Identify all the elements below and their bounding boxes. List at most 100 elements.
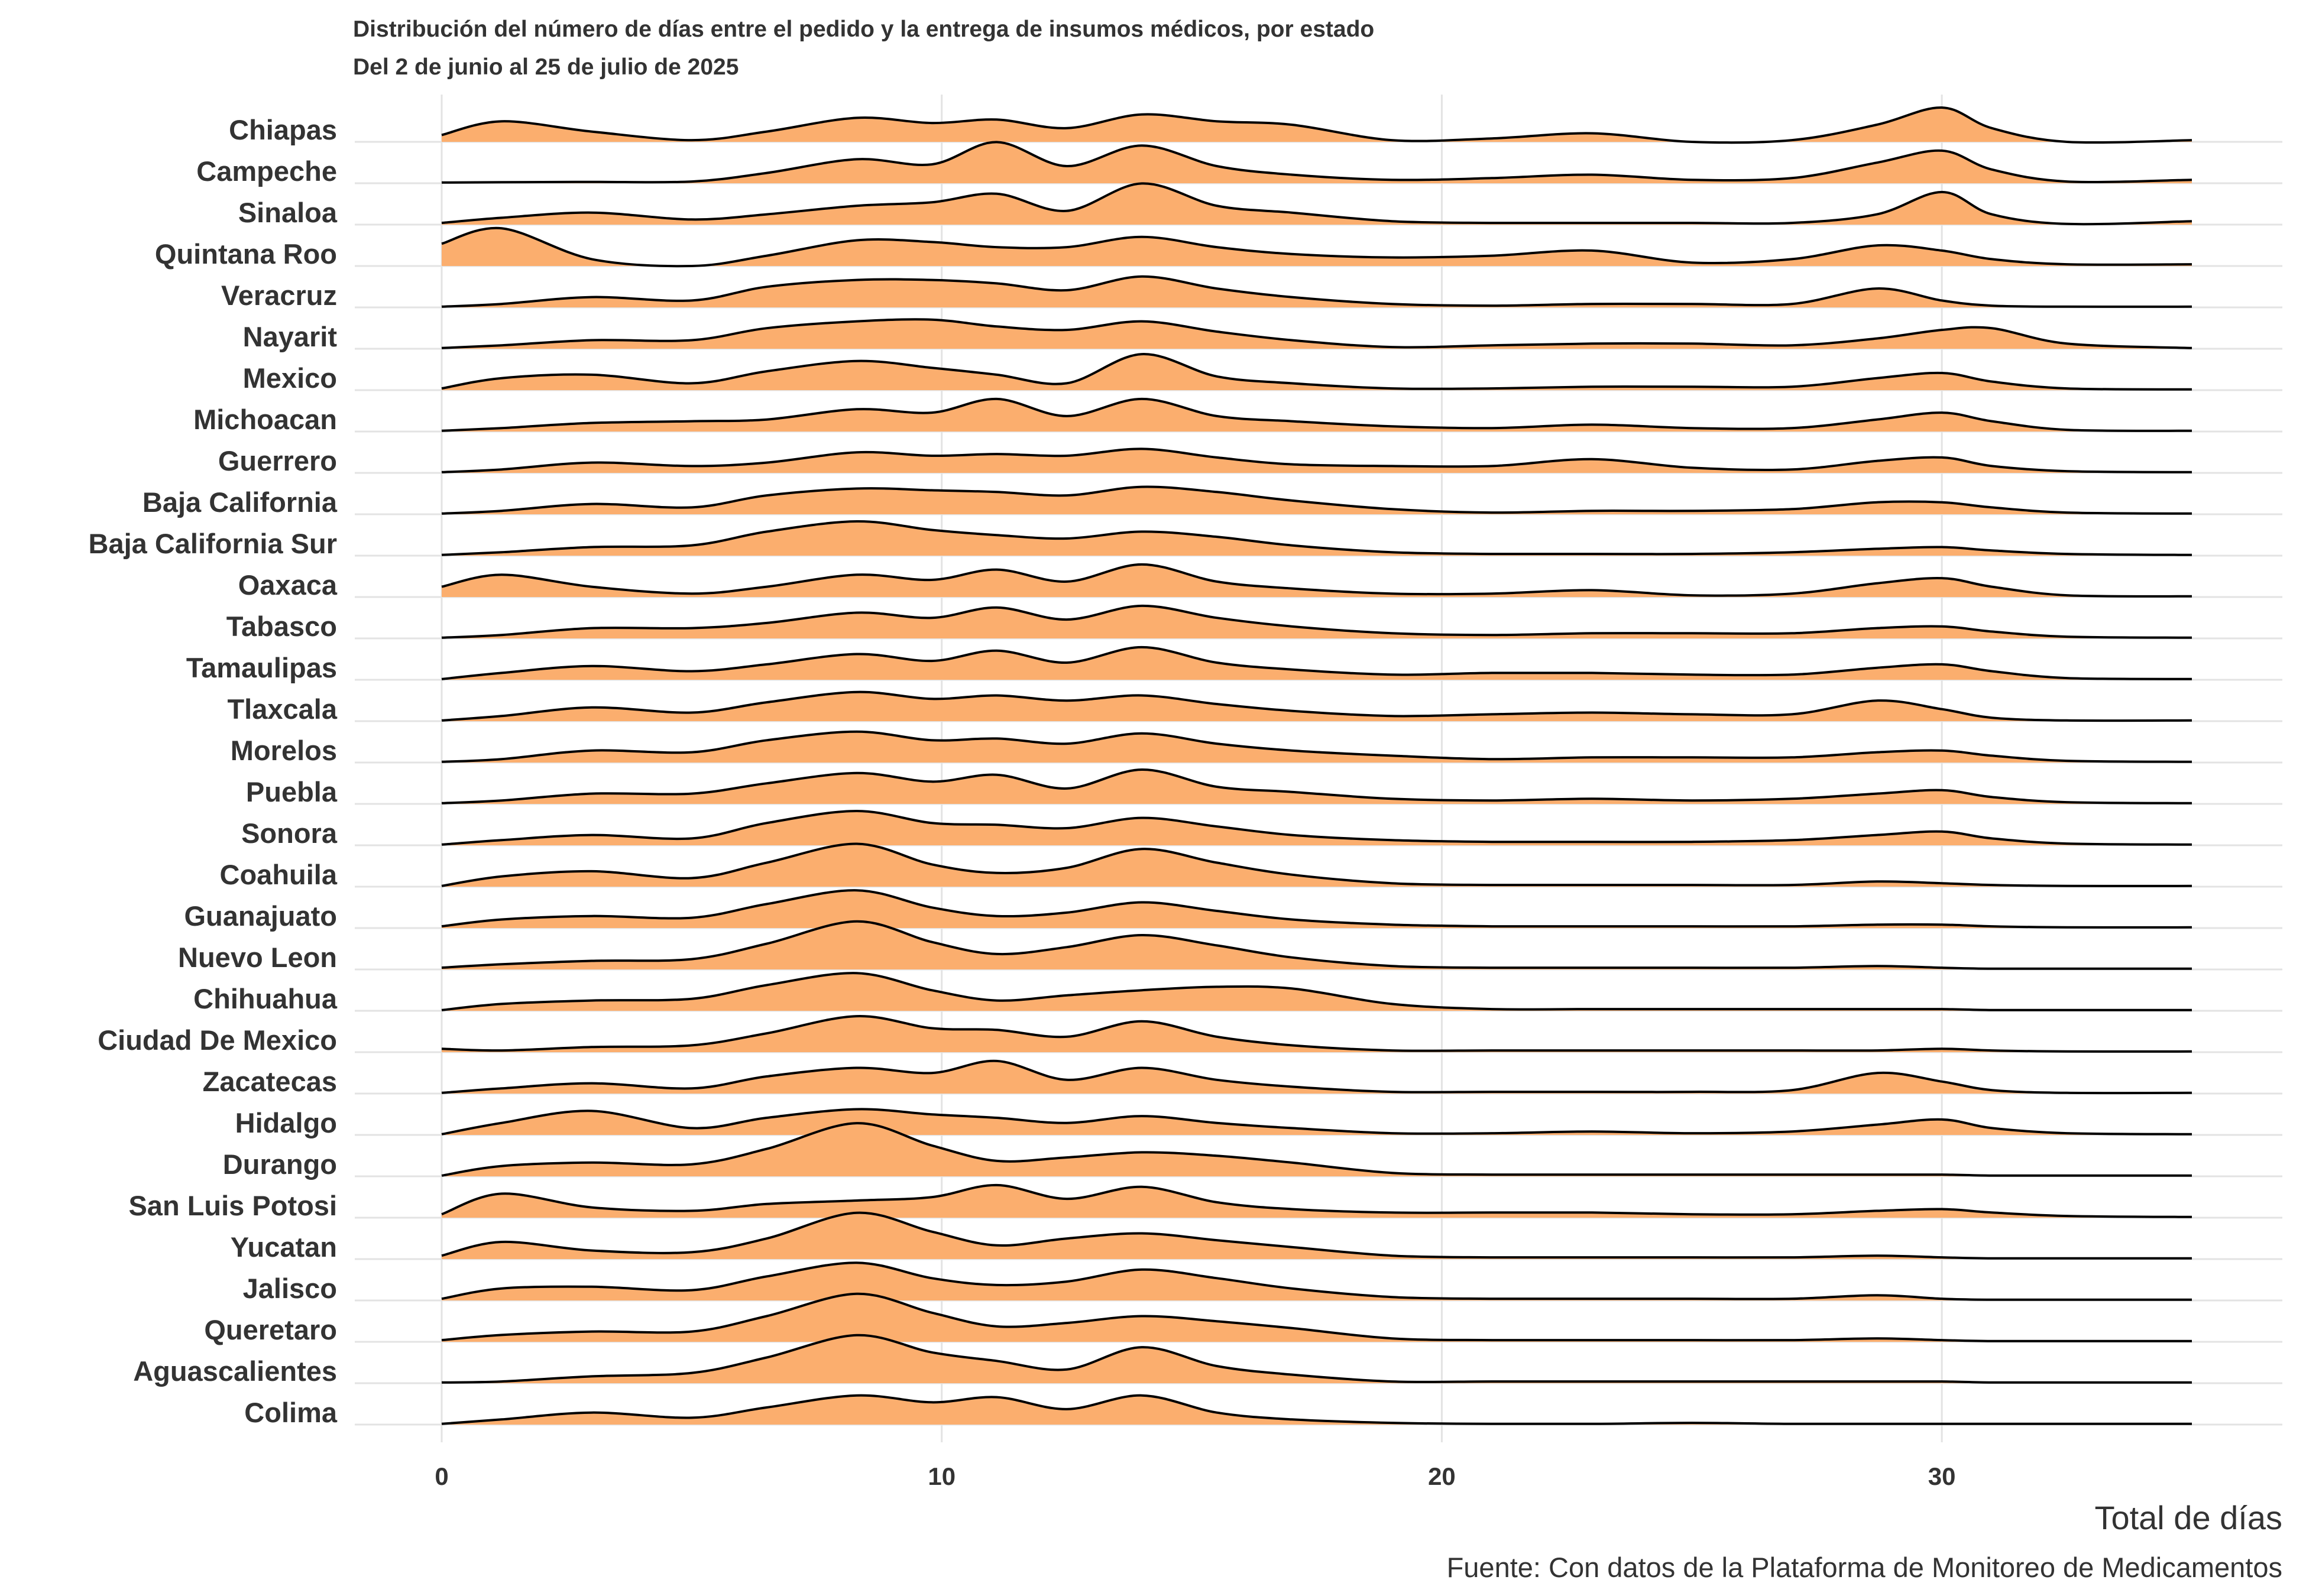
ridge-area bbox=[442, 1395, 2192, 1425]
ridge-area bbox=[442, 1263, 2192, 1300]
y-tick-label: Chiapas bbox=[229, 114, 337, 145]
y-tick-label: Sonora bbox=[241, 818, 338, 849]
y-tick-label: Guerrero bbox=[218, 445, 337, 476]
y-tick-label: Campeche bbox=[196, 155, 337, 187]
ridge-area bbox=[442, 1185, 2192, 1218]
ridge-area bbox=[442, 811, 2192, 845]
ridge-line bbox=[441, 842, 2192, 887]
ridge-sonora bbox=[441, 810, 2192, 846]
ridge-area bbox=[442, 183, 2192, 225]
label-layer: Chiapas Campeche Sinaloa Quintana Roo Veracr… bbox=[89, 114, 338, 1428]
ridge-line bbox=[441, 226, 2192, 268]
ridge-area bbox=[442, 973, 2192, 1011]
y-tick-label: Ciudad De Mexico bbox=[98, 1024, 337, 1056]
y-tick-label: Aguascalientes bbox=[133, 1355, 337, 1387]
ridge-area bbox=[442, 1293, 2192, 1342]
ridge-line bbox=[441, 563, 2192, 598]
ridge-area bbox=[442, 449, 2192, 473]
y-tick-label: Oaxaca bbox=[238, 569, 338, 601]
ridge-zacatecas bbox=[441, 1059, 2192, 1095]
ridge-queretaro bbox=[441, 1292, 2192, 1342]
grid-layer bbox=[355, 95, 2282, 1442]
ridge-nuevo-leon bbox=[441, 920, 2192, 970]
ridge-baja-california-sur bbox=[441, 520, 2192, 556]
ridge-line bbox=[441, 1015, 2192, 1053]
y-tick-label: Guanajuato bbox=[184, 900, 337, 932]
ridge-line bbox=[441, 353, 2192, 391]
ridge-line bbox=[441, 645, 2192, 680]
y-tick-label: Jalisco bbox=[243, 1273, 337, 1304]
ridge-line bbox=[441, 182, 2192, 226]
ridge-veracruz bbox=[441, 275, 2192, 308]
ridge-area bbox=[442, 564, 2192, 597]
ridge-sinaloa bbox=[441, 182, 2192, 226]
ridge-line bbox=[441, 1108, 2192, 1136]
chart-title: Distribución del número de días entre el… bbox=[353, 17, 1375, 42]
source-caption: Fuente: Con datos de la Plataforma de Mo… bbox=[1446, 1552, 2282, 1583]
ridge-colima bbox=[441, 1394, 2192, 1426]
ridge-line bbox=[441, 318, 2192, 349]
ridge-line bbox=[441, 275, 2192, 308]
ridge-area bbox=[442, 398, 2192, 432]
ridge-guerrero bbox=[441, 447, 2192, 473]
ridge-line bbox=[441, 604, 2192, 639]
ridge-area bbox=[442, 1335, 2192, 1383]
y-tick-label: Tlaxcala bbox=[227, 693, 337, 725]
ridge-line bbox=[441, 889, 2192, 929]
ridge-line bbox=[441, 1292, 2192, 1342]
ridge-durango bbox=[441, 1122, 2192, 1177]
chart-subtitle: Del 2 de junio al 25 de julio de 2025 bbox=[353, 54, 739, 80]
x-tick-label: 10 bbox=[928, 1462, 956, 1490]
y-tick-label: Baja California bbox=[142, 486, 338, 518]
ridge-hidalgo bbox=[441, 1108, 2192, 1136]
ridge-line bbox=[441, 1211, 2192, 1260]
ridge-quintana-roo bbox=[441, 226, 2192, 268]
ridge-area bbox=[442, 769, 2192, 804]
ridge-mexico bbox=[441, 353, 2192, 391]
x-tick-label: 30 bbox=[1928, 1462, 1956, 1490]
ridge-area bbox=[442, 486, 2192, 514]
ridge-area bbox=[442, 521, 2192, 556]
ridge-area bbox=[442, 276, 2192, 307]
y-tick-label: Michoacan bbox=[193, 404, 337, 435]
ridge-line bbox=[441, 1059, 2192, 1095]
ridge-campeche bbox=[441, 141, 2192, 184]
ridge-area bbox=[442, 354, 2192, 390]
x-tick-label: 20 bbox=[1428, 1462, 1456, 1490]
ridge-line bbox=[441, 690, 2192, 722]
y-tick-label: Colima bbox=[244, 1397, 338, 1428]
y-tick-label: Coahuila bbox=[220, 859, 338, 890]
ridge-michoacan bbox=[441, 397, 2192, 432]
ridge-tlaxcala bbox=[441, 690, 2192, 722]
ridge-chiapas bbox=[441, 106, 2192, 144]
y-tick-label: Zacatecas bbox=[203, 1066, 337, 1097]
ridge-layer bbox=[441, 106, 2192, 1426]
ridge-area bbox=[442, 731, 2192, 763]
ridge-area bbox=[442, 844, 2192, 887]
ridge-area bbox=[442, 142, 2192, 183]
y-tick-label: Quintana Roo bbox=[155, 238, 337, 270]
ridge-area bbox=[442, 692, 2192, 721]
ridge-baja-california bbox=[441, 485, 2192, 515]
y-tick-label: Queretaro bbox=[204, 1314, 337, 1345]
x-tick-layer: 0 10 20 30 bbox=[435, 1462, 1955, 1490]
ridge-coahuila bbox=[441, 842, 2192, 887]
ridge-tamaulipas bbox=[441, 645, 2192, 680]
ridge-line bbox=[441, 1394, 2192, 1426]
x-tick-label: 0 bbox=[435, 1462, 448, 1490]
ridge-line bbox=[441, 106, 2192, 144]
y-tick-label: Mexico bbox=[243, 362, 337, 394]
ridge-line bbox=[441, 1261, 2192, 1301]
ridge-area bbox=[442, 921, 2192, 969]
ridge-line bbox=[441, 730, 2192, 763]
y-tick-label: Hidalgo bbox=[235, 1107, 337, 1138]
ridge-area bbox=[442, 228, 2192, 267]
ridge-area bbox=[442, 1109, 2192, 1135]
ridge-nayarit bbox=[441, 318, 2192, 349]
ridge-area bbox=[442, 1212, 2192, 1259]
ridge-line bbox=[441, 447, 2192, 473]
ridge-jalisco bbox=[441, 1261, 2192, 1301]
y-tick-label: Yucatan bbox=[231, 1231, 337, 1263]
ridge-morelos bbox=[441, 730, 2192, 763]
ridge-line bbox=[441, 1122, 2192, 1177]
